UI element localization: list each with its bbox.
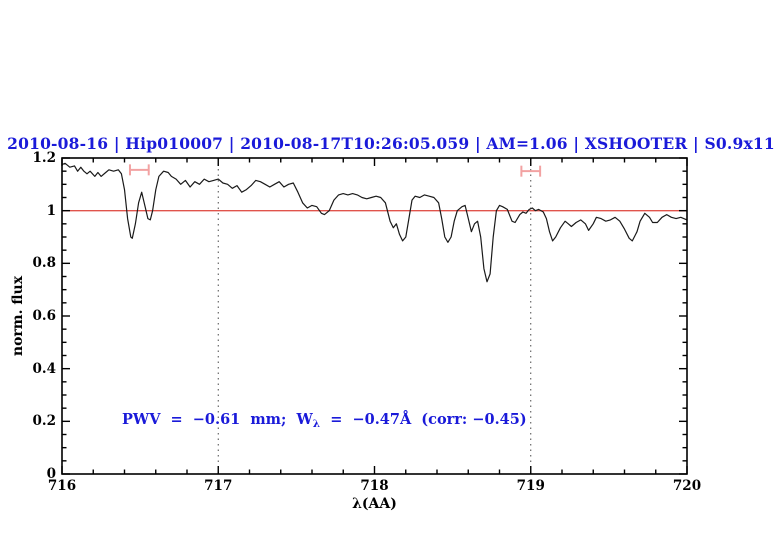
- spectrum-line: [61, 162, 688, 283]
- y-tick-label: 0: [46, 466, 56, 482]
- x-tick-label: 718: [360, 478, 389, 494]
- x-axis-label: λ(AA): [352, 496, 397, 512]
- x-tick-label: 716: [47, 478, 77, 494]
- lambda-subscript: λ: [312, 418, 321, 430]
- pwv-annotation-suffix: = −0.47Å (corr: −0.45): [320, 411, 527, 428]
- y-tick-label: 0.2: [32, 413, 57, 430]
- pwv-annotation: PWV = −0.61 mm; Wλ = −0.47Å (corr: −0.45…: [122, 411, 527, 430]
- y-tick-label: 1: [46, 202, 56, 219]
- x-tick-label: 717: [204, 478, 233, 494]
- plot-title: 2010-08-16 | Hip010007 | 2010-08-17T10:2…: [7, 134, 775, 153]
- x-tick-label: 719: [516, 478, 545, 494]
- x-tick-label: 720: [672, 478, 702, 494]
- y-tick-label: 0.6: [32, 308, 57, 324]
- y-tick-label: 1.2: [32, 150, 57, 166]
- y-tick-label: 0.4: [32, 360, 57, 377]
- y-tick-label: 0.8: [32, 255, 57, 272]
- pwv-annotation-prefix: PWV = −0.61 mm; W: [122, 411, 313, 428]
